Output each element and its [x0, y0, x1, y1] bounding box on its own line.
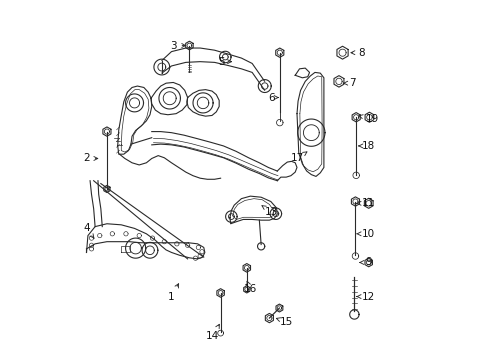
- Text: 2: 2: [83, 153, 98, 163]
- Text: 11: 11: [357, 198, 375, 208]
- Text: 16: 16: [244, 281, 257, 294]
- Text: 10: 10: [357, 229, 375, 239]
- Text: 13: 13: [262, 206, 278, 217]
- Text: 18: 18: [359, 141, 375, 151]
- Text: 17: 17: [291, 152, 307, 163]
- Text: 4: 4: [83, 224, 94, 238]
- Text: 9: 9: [360, 257, 372, 267]
- Text: 1: 1: [168, 284, 179, 302]
- Text: 19: 19: [359, 114, 379, 124]
- Text: 5: 5: [219, 57, 231, 67]
- Text: 7: 7: [343, 78, 356, 88]
- Text: 15: 15: [276, 317, 293, 327]
- Text: 3: 3: [170, 41, 186, 50]
- Text: 8: 8: [351, 48, 365, 58]
- Text: 14: 14: [206, 324, 220, 341]
- Text: 12: 12: [357, 292, 375, 302]
- Text: 6: 6: [269, 93, 278, 103]
